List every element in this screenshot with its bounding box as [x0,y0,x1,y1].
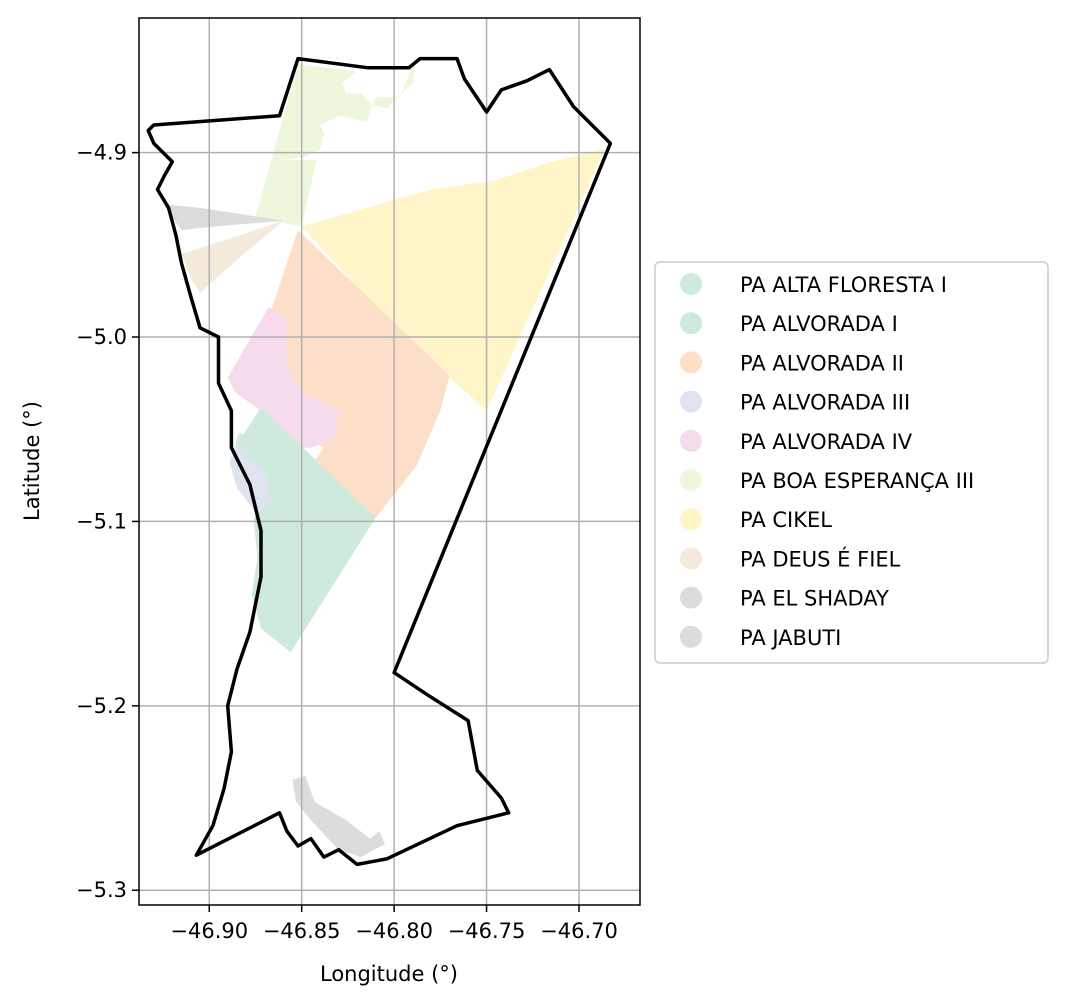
legend-marker [680,469,702,491]
y-axis-ticks: −4.9 −5.0 −5.1 −5.2 −5.3 [76,141,139,902]
region-pa-boa-esperan-a-iii [255,56,417,227]
legend-marker [680,273,702,295]
legend-marker [680,312,702,335]
legend-marker [680,351,702,374]
x-tick-label: −46.90 [170,919,248,943]
y-tick-label: −5.0 [76,325,127,349]
legend-marker [680,547,702,570]
legend-label: PA EL SHADAY [740,587,889,611]
municipality-boundary [146,56,613,867]
legend-label: PA ALVORADA II [740,351,904,375]
x-tick-label: −46.75 [448,919,526,943]
legend-label: PA DEUS É FIEL [740,546,901,571]
y-tick-label: −5.3 [76,878,127,902]
legend-marker [680,625,702,648]
legend-marker [680,508,702,531]
legend-label: PA CIKEL [740,508,832,532]
region-pa-alvorada-i [235,407,376,653]
region-pa-el-shaday [163,204,284,231]
region-pa-alvorada-iv [227,307,339,448]
legend-label: PA ALVORADA III [740,391,910,415]
x-tick-label: −46.85 [263,919,341,943]
legend-label: PA ALVORADA IV [740,430,913,454]
legend-label: PA BOA ESPERANÇA III [740,469,974,493]
legend-label: PA ALVORADA I [740,312,898,336]
x-axis-ticks: −46.90 −46.85 −46.80 −46.75 −46.70 [170,905,618,943]
x-tick-label: −46.80 [355,919,433,943]
legend: PA ALTA FLORESTA I PA ALVORADA I PA ALVORA… [654,261,1049,664]
legend-marker [680,586,702,609]
region-pa-jabuti [292,775,385,858]
settlement-regions [163,56,605,858]
y-tick-label: −4.9 [76,141,127,165]
plot-frame [138,17,641,906]
y-axis-label: Latitude (°) [20,401,44,521]
x-axis-label: Longitude (°) [320,962,458,986]
region-pa-alvorada-ii [268,230,450,518]
legend-box [654,261,1049,664]
legend-marker [680,390,702,413]
region-pa-deus-fiel [181,220,284,293]
legend-marker [680,429,702,452]
legend-label: PA JABUTI [740,626,841,650]
legend-label: PA ALTA FLORESTA I [740,273,947,297]
y-tick-label: −5.1 [76,509,127,533]
x-tick-label: −46.70 [540,919,618,943]
region-pa-cikel [301,148,605,411]
grid-lines [139,18,640,905]
y-tick-label: −5.2 [76,694,127,718]
